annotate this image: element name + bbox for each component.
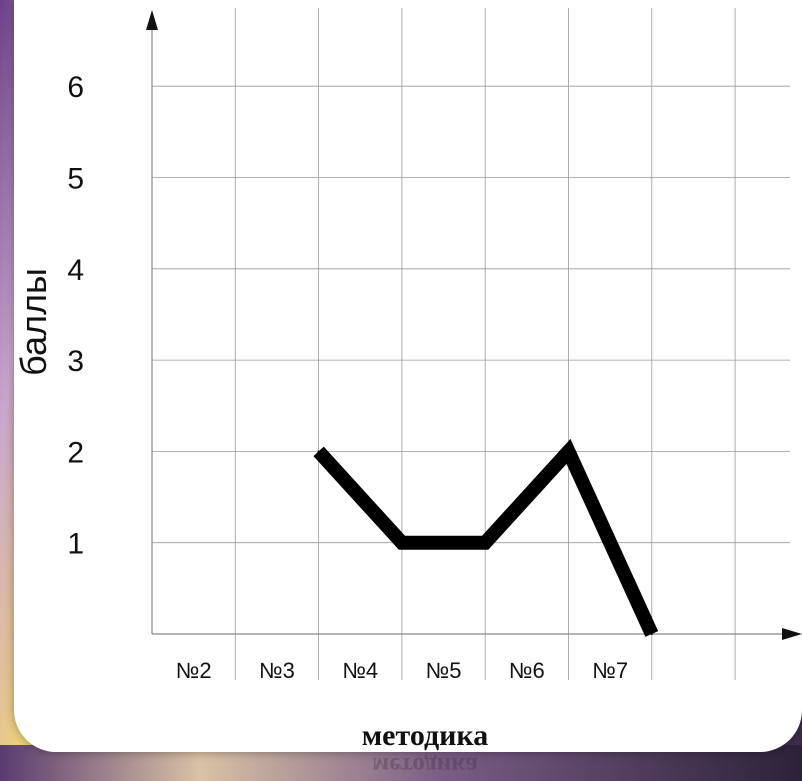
y-axis-arrow xyxy=(146,10,158,30)
x-tick-label: №6 xyxy=(509,658,545,683)
x-tick-label: №4 xyxy=(342,658,378,683)
x-axis-label-reflection: методика xyxy=(372,755,478,779)
y-tick-label: 5 xyxy=(67,163,84,196)
x-tick-label: №5 xyxy=(426,658,462,683)
axes xyxy=(146,10,802,640)
grid xyxy=(152,8,790,680)
data-point xyxy=(650,633,653,635)
x-tick-labels: №2 №3 №4 №5 №6 №7 xyxy=(176,658,628,683)
data-point xyxy=(317,450,320,453)
y-tick-label: 2 xyxy=(67,436,84,469)
y-tick-label: 4 xyxy=(67,254,84,287)
data-point xyxy=(567,450,570,453)
x-tick-label: №7 xyxy=(592,658,628,683)
x-axis-arrow xyxy=(782,628,802,640)
data-point xyxy=(484,541,487,544)
y-tick-label: 6 xyxy=(67,71,84,104)
chart-panel xyxy=(14,0,802,752)
y-axis-label: баллы xyxy=(13,268,54,376)
data-point xyxy=(400,541,403,544)
series xyxy=(313,438,659,637)
x-tick-label: №3 xyxy=(259,658,295,683)
y-tick-label: 3 xyxy=(67,345,84,378)
y-tick-labels: 1 2 3 4 5 6 xyxy=(67,71,84,561)
y-tick-label: 1 xyxy=(67,528,84,561)
x-axis-label: методика xyxy=(362,719,489,752)
x-tick-label: №2 xyxy=(176,658,212,683)
